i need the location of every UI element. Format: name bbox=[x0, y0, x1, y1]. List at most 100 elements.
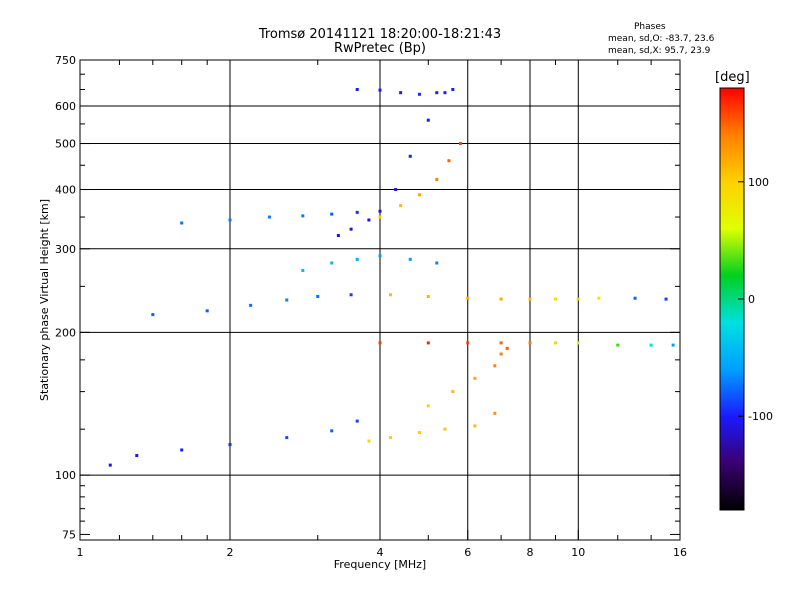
data-point bbox=[389, 436, 393, 440]
colorbar-unit: [deg] bbox=[715, 70, 750, 85]
data-point bbox=[180, 221, 184, 225]
data-point bbox=[349, 227, 353, 231]
data-point bbox=[417, 92, 421, 96]
data-point bbox=[367, 439, 371, 443]
data-point bbox=[349, 293, 353, 297]
data-point bbox=[664, 297, 668, 301]
data-point bbox=[417, 431, 421, 435]
x-tick-label: 6 bbox=[464, 546, 471, 559]
data-point bbox=[553, 341, 557, 345]
x-tick-label: 4 bbox=[377, 546, 384, 559]
y-tick-label: 400 bbox=[55, 184, 76, 197]
data-point bbox=[301, 269, 305, 273]
data-point bbox=[435, 261, 439, 265]
data-point bbox=[466, 341, 470, 345]
x-axis-label: Frequency [MHz] bbox=[334, 558, 426, 571]
data-point bbox=[649, 343, 653, 347]
y-tick-label: 500 bbox=[55, 138, 76, 151]
x-tick-label: 16 bbox=[673, 546, 687, 559]
data-point bbox=[151, 313, 155, 317]
data-point bbox=[336, 233, 340, 237]
data-point bbox=[493, 411, 497, 415]
data-point bbox=[378, 209, 382, 213]
data-point bbox=[228, 218, 232, 222]
data-point bbox=[285, 298, 289, 302]
y-axis-label: Stationary phase Virtual Height [km] bbox=[38, 199, 51, 401]
data-point bbox=[435, 91, 439, 95]
data-point bbox=[493, 364, 497, 368]
y-tick-label: 600 bbox=[55, 100, 76, 113]
data-point bbox=[389, 293, 393, 297]
data-point bbox=[316, 294, 320, 298]
data-point bbox=[417, 193, 421, 197]
colorbar-tick-label: 0 bbox=[748, 293, 755, 306]
data-point bbox=[330, 212, 334, 216]
x-tick-label: 8 bbox=[527, 546, 534, 559]
data-point bbox=[108, 463, 112, 467]
data-point bbox=[426, 118, 430, 122]
data-point bbox=[180, 448, 184, 452]
data-point bbox=[426, 404, 430, 408]
data-point bbox=[473, 376, 477, 380]
data-point bbox=[633, 296, 637, 300]
data-point bbox=[528, 341, 532, 345]
colorbar-tick-label: 100 bbox=[748, 176, 769, 189]
x-tick-label: 1 bbox=[77, 546, 84, 559]
stats-o-mode: mean, sd,O: -83.7, 23.6 bbox=[608, 34, 715, 44]
data-point bbox=[285, 436, 289, 440]
y-tick-label: 200 bbox=[55, 326, 76, 339]
data-point bbox=[355, 419, 359, 423]
chart-subtitle: RwPretec (Bp) bbox=[333, 41, 427, 56]
data-point bbox=[426, 294, 430, 298]
y-tick-label: 75 bbox=[62, 528, 76, 541]
data-point bbox=[443, 91, 447, 95]
data-point bbox=[499, 297, 503, 301]
data-point bbox=[367, 218, 371, 222]
y-tick-label: 300 bbox=[55, 243, 76, 256]
data-point bbox=[499, 341, 503, 345]
colorbar-tick-label: -100 bbox=[748, 410, 773, 423]
y-tick-label: 750 bbox=[55, 54, 76, 67]
data-point bbox=[301, 214, 305, 218]
data-point bbox=[458, 142, 462, 146]
data-point bbox=[435, 177, 439, 181]
data-point bbox=[447, 159, 451, 163]
y-tick-label: 100 bbox=[55, 469, 76, 482]
data-point bbox=[451, 390, 455, 394]
data-point bbox=[330, 429, 334, 433]
data-point bbox=[330, 261, 334, 265]
data-point bbox=[451, 87, 455, 91]
x-tick-label: 10 bbox=[571, 546, 585, 559]
data-point bbox=[473, 424, 477, 428]
data-point bbox=[505, 346, 509, 350]
x-tick-label: 2 bbox=[227, 546, 234, 559]
stats-x-mode: mean, sd,X: 95.7, 23.9 bbox=[608, 46, 711, 56]
stats-heading: Phases bbox=[634, 22, 666, 32]
data-point bbox=[355, 257, 359, 261]
data-point bbox=[426, 341, 430, 345]
data-point bbox=[249, 303, 253, 307]
data-point bbox=[205, 309, 209, 313]
data-point bbox=[553, 297, 557, 301]
data-point bbox=[399, 91, 403, 95]
data-point bbox=[576, 297, 580, 301]
data-point bbox=[228, 443, 232, 447]
data-point bbox=[267, 215, 271, 219]
data-point bbox=[597, 296, 601, 300]
data-point bbox=[499, 352, 503, 356]
data-point bbox=[378, 341, 382, 345]
data-point bbox=[408, 154, 412, 158]
data-point bbox=[576, 341, 580, 345]
data-point bbox=[135, 454, 139, 458]
data-point bbox=[399, 204, 403, 208]
data-point bbox=[378, 254, 382, 258]
data-point bbox=[466, 296, 470, 300]
chart-title: Tromsø 20141121 18:20:00-18:21:43 bbox=[258, 27, 502, 42]
data-point bbox=[355, 210, 359, 214]
data-point bbox=[671, 343, 675, 347]
data-point bbox=[443, 427, 447, 431]
data-point bbox=[355, 87, 359, 91]
data-point bbox=[616, 343, 620, 347]
data-point bbox=[408, 257, 412, 261]
